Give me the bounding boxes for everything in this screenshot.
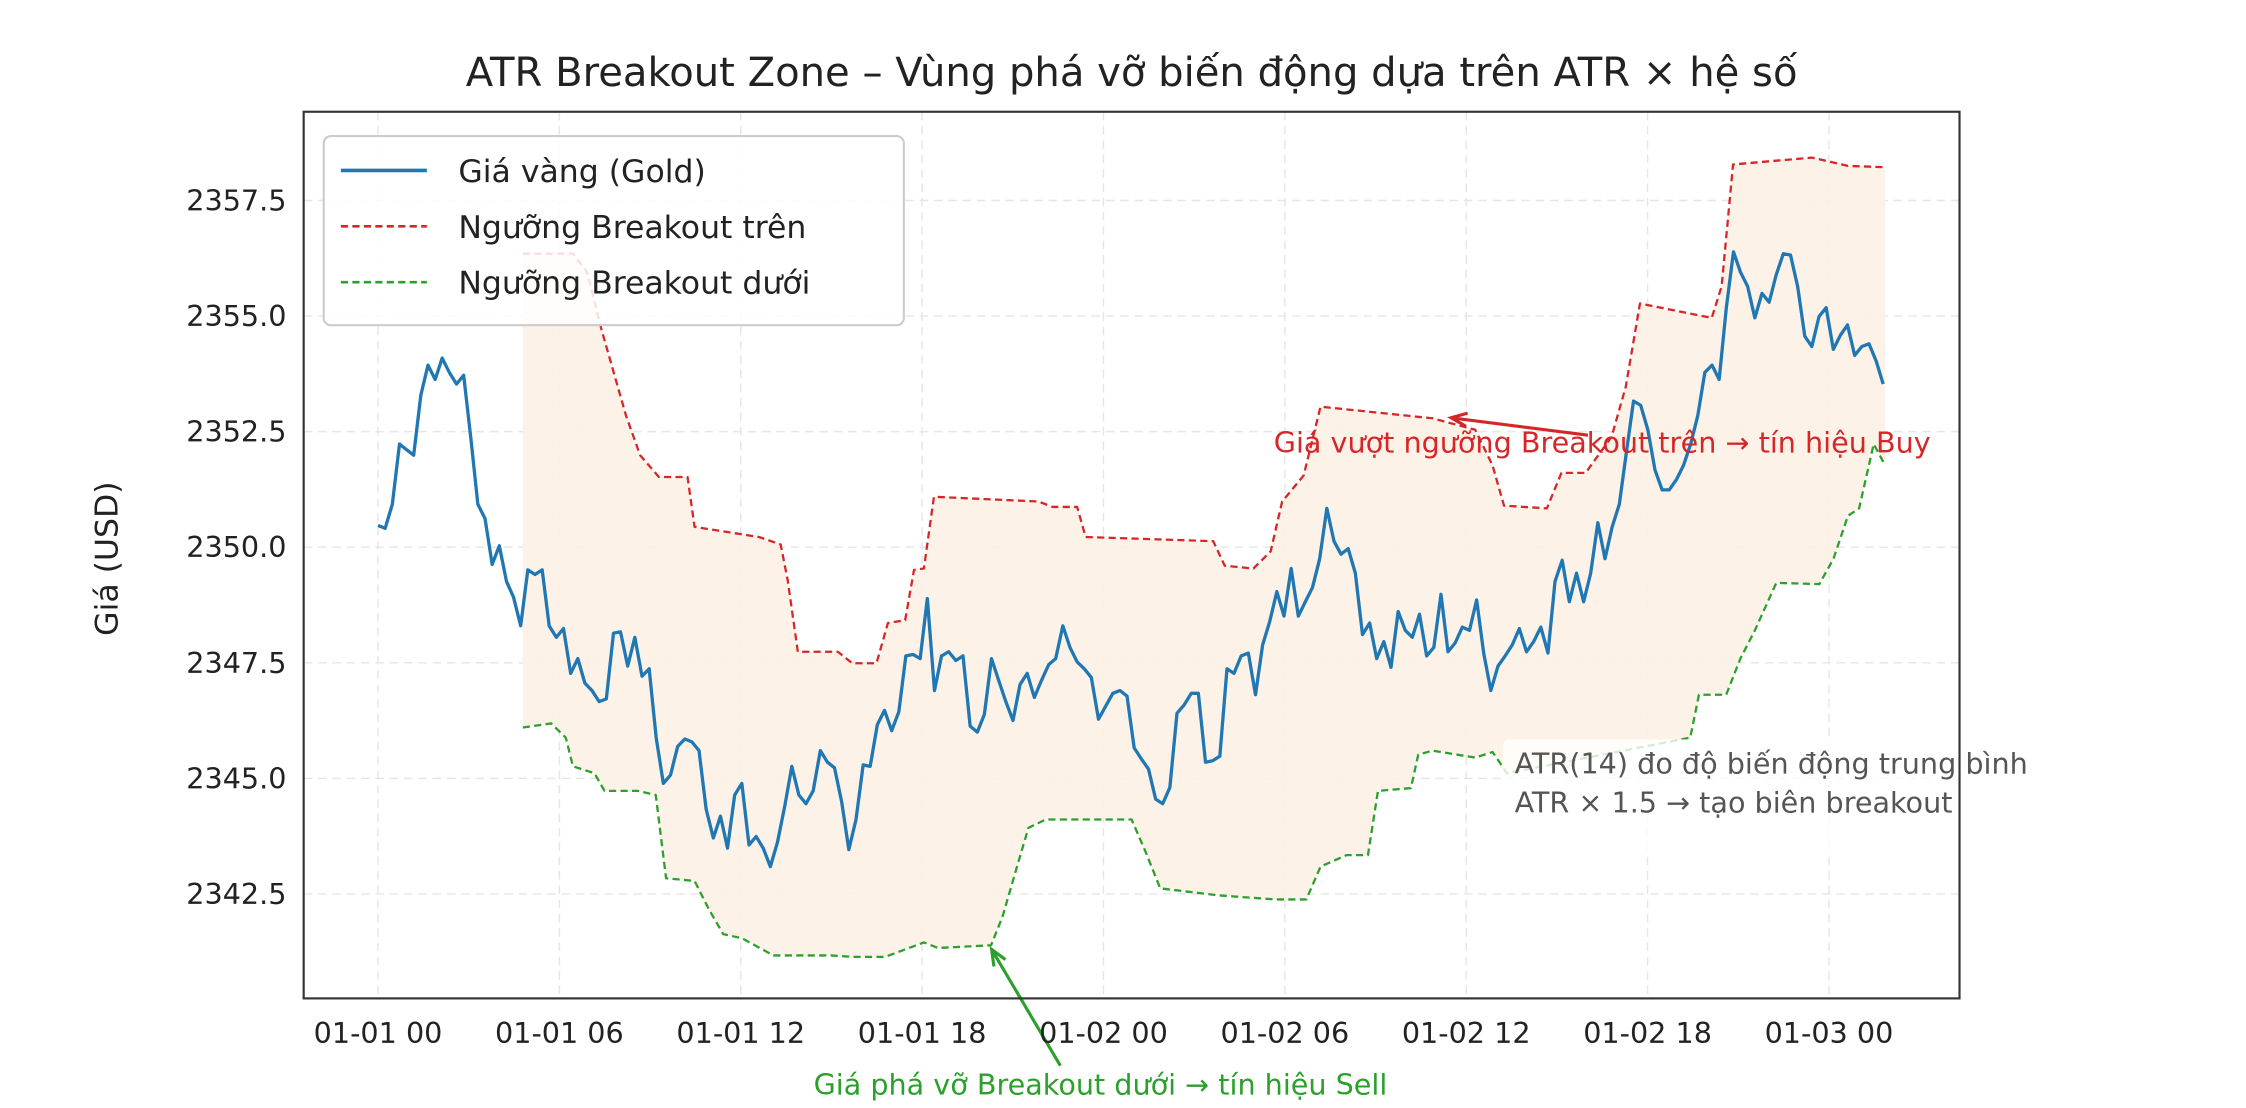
y-tick-label: 2357.5 bbox=[186, 184, 286, 218]
x-tick-label: 01-02 12 bbox=[1402, 1016, 1531, 1050]
legend-label: Ngưỡng Breakout trên bbox=[458, 210, 806, 246]
gold-price-line bbox=[377, 250, 1885, 869]
annotation-box bbox=[1503, 739, 1976, 854]
y-tick-label: 2342.5 bbox=[186, 877, 286, 911]
upper-breakout-line bbox=[522, 156, 1886, 665]
legend-label: Giá vàng (Gold) bbox=[458, 154, 705, 190]
chart-title: ATR Breakout Zone – Vùng phá vỡ biến độn… bbox=[466, 50, 1798, 96]
y-tick-label: 2350.0 bbox=[186, 530, 286, 564]
lower-breakout-line bbox=[522, 442, 1887, 959]
x-tick-label: 01-01 18 bbox=[858, 1016, 987, 1050]
buy-arrow bbox=[1450, 416, 1589, 437]
x-tick-label: 01-03 00 bbox=[1765, 1016, 1894, 1050]
atr-note-line: ATR × 1.5 → tạo biên breakout bbox=[1515, 785, 1953, 819]
ticks: 01-01 00 01-01 06 01-01 12 01-01 18 01-02 00… bbox=[186, 184, 1893, 1050]
x-tick-label: 01-02 06 bbox=[1220, 1016, 1349, 1050]
y-tick-label: 2345.0 bbox=[186, 761, 286, 795]
legend: Giá vàng (Gold) Ngưỡng Breakout trên Ngưỡn… bbox=[322, 135, 905, 327]
x-tick-label: 01-01 06 bbox=[495, 1016, 624, 1050]
sell-arrow bbox=[990, 948, 1062, 1067]
x-tick-label: 01-01 00 bbox=[314, 1016, 443, 1050]
arrowhead-icon bbox=[1447, 411, 1469, 428]
y-tick-label: 2347.5 bbox=[186, 646, 286, 680]
series-lines bbox=[377, 156, 1887, 959]
atr-note-line: ATR(14) đo độ biến động trung bình bbox=[1515, 747, 2028, 781]
y-axis-label: Giá (USD) bbox=[89, 481, 125, 635]
x-tick-label: 01-01 12 bbox=[676, 1016, 805, 1050]
legend-label: Ngưỡng Breakout dưới bbox=[458, 266, 810, 302]
buy-signal-label: Giá vượt ngưỡng Breakout trên → tín hiệu… bbox=[1274, 425, 1931, 459]
sell-signal-label: Giá phá vỡ Breakout dưới → tín hiệu Sell bbox=[814, 1067, 1388, 1101]
arrowhead-icon bbox=[989, 945, 1007, 967]
y-tick-label: 2355.0 bbox=[186, 299, 286, 333]
plot-frame bbox=[302, 110, 1961, 1000]
x-tick-label: 01-02 00 bbox=[1039, 1016, 1168, 1050]
legend-box bbox=[322, 135, 905, 327]
y-tick-label: 2352.5 bbox=[186, 415, 286, 449]
annotations: Giá vượt ngưỡng Breakout trên → tín hiệu… bbox=[814, 411, 2028, 1101]
x-tick-label: 01-02 18 bbox=[1583, 1016, 1712, 1050]
